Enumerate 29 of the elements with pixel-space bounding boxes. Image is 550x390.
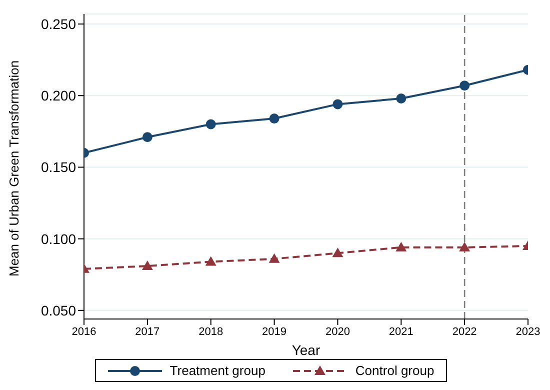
point: [459, 242, 470, 252]
x-tick-label: 2017: [135, 326, 160, 338]
point: [460, 80, 470, 91]
y-tick-label: 0.150: [40, 159, 76, 176]
point: [332, 248, 344, 258]
x-tick-label: 2020: [325, 326, 350, 338]
point: [332, 99, 343, 110]
x-tick-label: 2021: [388, 326, 414, 338]
x-axis-title: Year: [292, 342, 320, 358]
point: [205, 256, 216, 266]
point: [206, 119, 216, 130]
y-tick-label: 0.200: [40, 88, 76, 104]
x-tick-label: 2022: [452, 326, 477, 338]
y-tick-label: 0.250: [40, 16, 76, 32]
x-tick-label: 2019: [262, 326, 287, 338]
point: [269, 114, 280, 124]
x-tick-label: 2023: [516, 326, 540, 338]
point: [142, 132, 152, 142]
y-tick-label: 0.050: [40, 302, 76, 318]
legend-label: Treatment group: [170, 363, 266, 378]
y-axis-title: Mean of Urban Green Transformation: [6, 60, 22, 276]
x-tick-label: 2016: [72, 326, 96, 338]
legend-label: Control group: [355, 363, 434, 378]
y-tick-label: 0.100: [40, 230, 76, 247]
point: [268, 253, 280, 263]
point: [396, 242, 407, 252]
point: [142, 260, 153, 270]
point: [396, 93, 406, 104]
x-tick-label: 2018: [198, 326, 224, 338]
